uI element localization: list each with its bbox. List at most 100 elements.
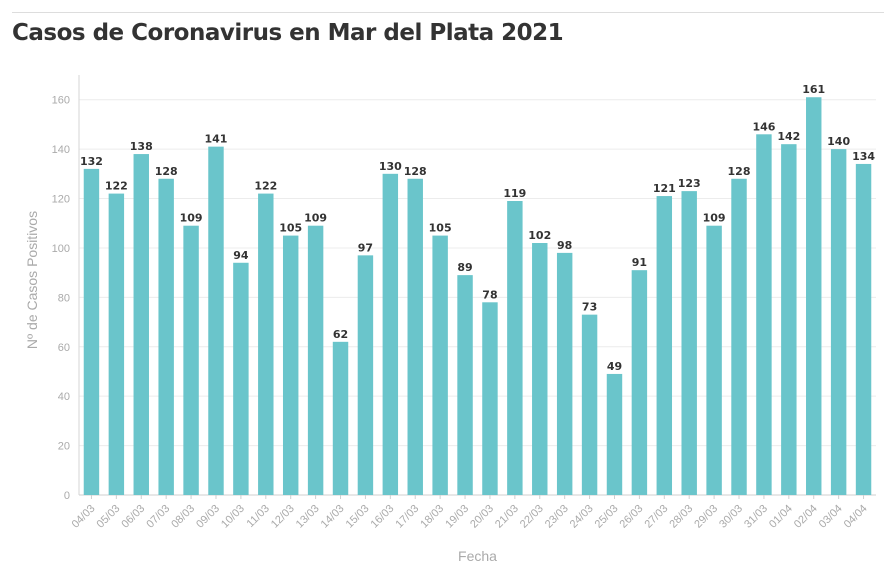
x-tick-label: 22/03 (518, 503, 546, 531)
bar[interactable] (830, 149, 847, 495)
bar[interactable] (108, 193, 125, 495)
bar[interactable] (382, 173, 399, 495)
x-tick-label: 02/04 (792, 503, 820, 531)
y-axis-title: Nº de Casos Positivos (24, 211, 40, 349)
y-tick-label: 160 (52, 95, 70, 107)
bar-value-label: 105 (279, 222, 302, 235)
bar-value-label: 73 (582, 301, 597, 314)
bar-value-label: 109 (703, 212, 726, 225)
x-tick-label: 18/03 (418, 503, 446, 531)
x-tick-label: 03/04 (817, 503, 845, 531)
x-tick-label: 09/03 (194, 503, 222, 531)
bar[interactable] (357, 255, 374, 495)
bar-value-label: 62 (333, 328, 348, 341)
x-tick-label: 05/03 (95, 503, 123, 531)
bar-value-label: 105 (429, 222, 452, 235)
x-tick-label: 16/03 (368, 503, 396, 531)
bar-value-label: 132 (80, 155, 103, 168)
bar[interactable] (183, 225, 199, 496)
x-tick-label: 13/03 (294, 503, 322, 531)
bar[interactable] (656, 196, 673, 495)
bars (83, 97, 872, 496)
x-tick-label: 19/03 (443, 503, 471, 531)
x-tick-label: 31/03 (742, 503, 770, 531)
x-tick-label: 30/03 (717, 503, 745, 531)
x-tick-label: 14/03 (319, 503, 347, 531)
y-tick-label: 40 (58, 391, 70, 403)
bar[interactable] (706, 225, 722, 496)
bar-value-label: 142 (777, 130, 800, 143)
x-tick-label: 27/03 (642, 503, 670, 531)
bar[interactable] (258, 193, 274, 495)
bar[interactable] (556, 252, 573, 495)
bar-value-label: 123 (678, 177, 701, 190)
x-tick-label: 25/03 (593, 503, 621, 531)
x-tick-label: 10/03 (219, 503, 247, 531)
x-tick-labels: 04/0305/0306/0307/0308/0309/0310/0311/03… (70, 495, 870, 531)
bar-value-label: 122 (105, 180, 128, 193)
bar[interactable] (756, 134, 772, 495)
bar[interactable] (781, 144, 797, 496)
x-axis-title: Fecha (458, 548, 497, 564)
bar-value-label: 121 (653, 182, 676, 195)
y-tick-label: 60 (58, 342, 70, 354)
x-tick-label: 26/03 (618, 503, 646, 531)
bar-value-label: 138 (130, 140, 153, 153)
y-tick-label: 20 (58, 441, 70, 453)
bar-value-label: 109 (304, 212, 327, 225)
bar-value-label: 134 (852, 150, 875, 163)
bar-value-label: 91 (632, 256, 647, 269)
bar[interactable] (158, 178, 174, 495)
bar[interactable] (233, 262, 249, 495)
bar[interactable] (532, 243, 548, 495)
bar[interactable] (731, 178, 747, 495)
bar[interactable] (581, 314, 598, 495)
x-tick-label: 23/03 (543, 503, 571, 531)
x-tick-label: 04/03 (70, 503, 98, 531)
bar-value-label: 98 (557, 239, 572, 252)
bar-value-label: 122 (254, 180, 277, 193)
x-tick-label: 01/04 (767, 503, 795, 531)
bar[interactable] (855, 163, 872, 496)
bar[interactable] (407, 178, 423, 495)
chart-title: Casos de Coronavirus en Mar del Plata 20… (12, 20, 564, 46)
top-divider (12, 12, 884, 13)
bar-value-label: 128 (404, 165, 427, 178)
bar-value-label: 94 (233, 249, 249, 262)
bar[interactable] (631, 270, 648, 495)
bar[interactable] (507, 201, 523, 495)
x-tick-label: 24/03 (568, 503, 596, 531)
y-tick-label: 0 (64, 490, 70, 502)
bar[interactable] (606, 373, 623, 495)
bar[interactable] (307, 225, 324, 496)
bar[interactable] (681, 191, 697, 495)
bar-value-label: 140 (827, 135, 850, 148)
x-tick-label: 08/03 (169, 503, 197, 531)
x-tick-label: 11/03 (245, 503, 272, 530)
x-tick-label: 20/03 (468, 503, 496, 531)
bar[interactable] (332, 341, 349, 495)
x-tick-label: 06/03 (119, 503, 147, 531)
x-tick-label: 21/03 (493, 503, 521, 531)
bar-value-label: 109 (180, 212, 203, 225)
bar[interactable] (457, 275, 473, 495)
x-tick-label: 15/03 (344, 503, 372, 531)
y-tick-label: 120 (52, 194, 70, 206)
bar[interactable] (133, 154, 149, 495)
bar[interactable] (208, 146, 224, 495)
y-tick-label: 80 (58, 292, 70, 304)
bar-value-label: 119 (503, 187, 526, 200)
bar-value-label: 141 (205, 133, 228, 146)
bar-value-label: 146 (752, 120, 775, 133)
bar[interactable] (282, 235, 299, 495)
bar[interactable] (432, 235, 448, 495)
bar[interactable] (806, 97, 822, 495)
bar-value-label: 78 (482, 288, 497, 301)
bar[interactable] (482, 302, 498, 495)
bar-value-label: 128 (155, 165, 178, 178)
bar-value-label: 49 (607, 360, 622, 373)
x-tick-label: 17/03 (393, 503, 421, 531)
bar[interactable] (83, 168, 100, 495)
